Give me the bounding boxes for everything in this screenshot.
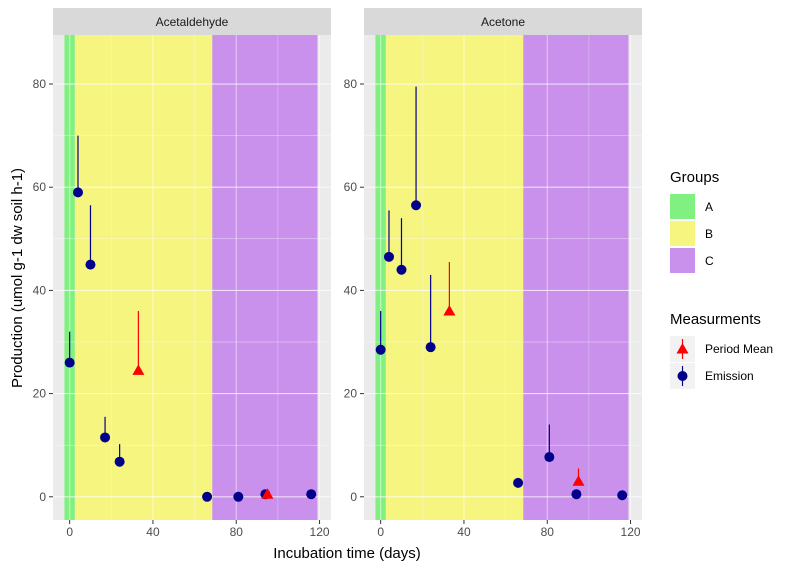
group-band-C bbox=[523, 35, 629, 520]
y-tick-label: 60 bbox=[344, 180, 358, 194]
y-tick-label: 40 bbox=[344, 283, 358, 297]
x-tick-label: 40 bbox=[457, 525, 471, 539]
facet-strip bbox=[364, 8, 642, 35]
panel-0: Acetaldehyde 0 20 40 60 80 0 40 80 120 bbox=[33, 8, 331, 539]
x-tick-label: 0 bbox=[377, 525, 384, 539]
group-band-B bbox=[385, 35, 524, 520]
emission-point bbox=[617, 490, 628, 501]
period-mean-point bbox=[572, 475, 585, 486]
period-mean-point bbox=[443, 305, 456, 316]
emission-point bbox=[64, 357, 75, 368]
legend-swatch-A bbox=[670, 194, 695, 219]
legend-swatch-C bbox=[670, 248, 695, 273]
y-tick-label: 80 bbox=[33, 77, 47, 91]
legend-triangle-icon bbox=[676, 343, 689, 354]
emission-point bbox=[233, 491, 244, 502]
x-tick-label: 0 bbox=[66, 525, 73, 539]
emission-point bbox=[85, 259, 96, 270]
facet-strip bbox=[53, 8, 331, 35]
emission-point bbox=[411, 200, 422, 211]
group-band-B bbox=[74, 35, 213, 520]
legend-label: C bbox=[705, 254, 714, 268]
emission-point bbox=[202, 491, 213, 502]
y-tick-label: 80 bbox=[344, 77, 358, 91]
legend-swatch-B bbox=[670, 221, 695, 246]
group-band-C bbox=[212, 35, 318, 520]
y-axis-label: Production (umol g-1 dw soil h-1) bbox=[9, 168, 26, 388]
y-tick-label: 0 bbox=[350, 490, 357, 504]
y-tick-label: 20 bbox=[344, 387, 358, 401]
emission-point bbox=[72, 187, 83, 198]
period-mean-point bbox=[261, 488, 274, 499]
legend-label: Emission bbox=[705, 369, 754, 383]
legend-groups-title: Groups bbox=[670, 169, 719, 186]
legend-label: A bbox=[705, 200, 713, 214]
legend-label: B bbox=[705, 227, 713, 241]
legend-label: Period Mean bbox=[705, 342, 773, 356]
x-tick-label: 120 bbox=[621, 525, 641, 539]
x-tick-label: 120 bbox=[310, 525, 330, 539]
emission-point bbox=[114, 456, 125, 467]
legend: Groups ABC Measurments Period Mean Emissi… bbox=[670, 169, 773, 389]
emission-point bbox=[100, 432, 111, 443]
x-axis-label: Incubation time (days) bbox=[273, 545, 421, 562]
facet-title: Acetaldehyde bbox=[156, 15, 229, 29]
emission-point bbox=[306, 489, 317, 500]
emission-point bbox=[383, 251, 394, 262]
facet-title: Acetone bbox=[481, 15, 525, 29]
emission-point bbox=[544, 452, 555, 463]
x-tick-label: 80 bbox=[541, 525, 555, 539]
emission-point bbox=[375, 344, 386, 355]
x-tick-label: 80 bbox=[230, 525, 244, 539]
emission-point bbox=[513, 477, 524, 488]
period-mean-point bbox=[132, 364, 145, 375]
panel-1: Acetone 0 20 40 60 80 0 40 80 120 bbox=[344, 8, 642, 539]
y-tick-label: 20 bbox=[33, 387, 47, 401]
y-tick-label: 60 bbox=[33, 180, 47, 194]
emission-point bbox=[425, 342, 436, 353]
legend-measurements-title: Measurments bbox=[670, 311, 761, 328]
emission-point bbox=[571, 489, 582, 500]
legend-circle-icon bbox=[677, 371, 688, 381]
y-tick-label: 40 bbox=[33, 283, 47, 297]
y-tick-label: 0 bbox=[39, 490, 46, 504]
x-tick-label: 40 bbox=[146, 525, 160, 539]
emission-point bbox=[396, 264, 407, 275]
